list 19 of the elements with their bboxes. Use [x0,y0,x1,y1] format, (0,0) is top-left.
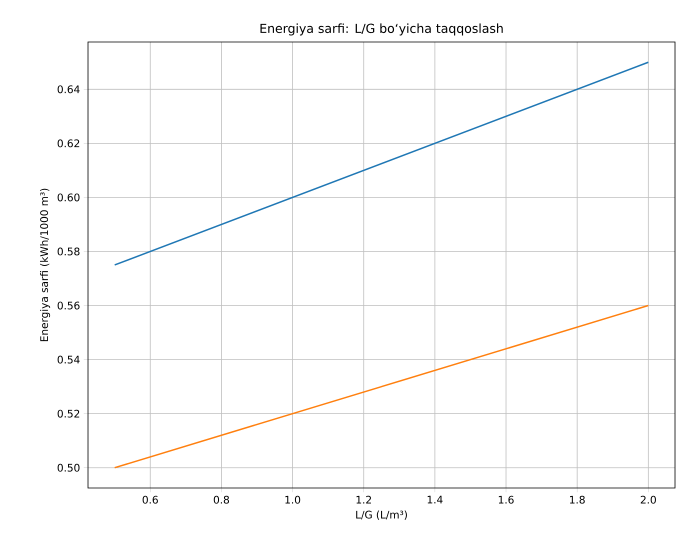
x-tick-label: 1.4 [428,496,443,504]
y-axis-title: Energiya sarfi (kWh/1000 m³) [40,188,50,342]
y-tick-label: 0.52 [58,410,80,418]
chart-title: Energiya sarfi: L/G bo‘yicha taqqoslash [260,23,503,36]
x-tick-label: 2.0 [640,496,656,504]
y-tick-label: 0.54 [58,356,80,364]
x-tick-label: 1.2 [356,496,371,504]
x-axis-title: L/G (L/m³) [356,510,407,520]
y-tick-label: 0.56 [58,302,80,310]
y-tick-label: 0.62 [58,139,80,148]
y-tick-label: 0.60 [58,193,80,202]
y-tick-label: 0.50 [58,464,80,472]
y-tick-label: 0.64 [58,85,80,94]
x-tick-label: 1.8 [570,496,585,504]
x-tick-label: 0.6 [142,496,158,504]
x-tick-label: 1.6 [498,496,514,504]
x-tick-label: 0.8 [214,496,230,504]
x-tick-label: 1.0 [285,496,300,504]
y-tick-label: 0.58 [58,248,80,256]
